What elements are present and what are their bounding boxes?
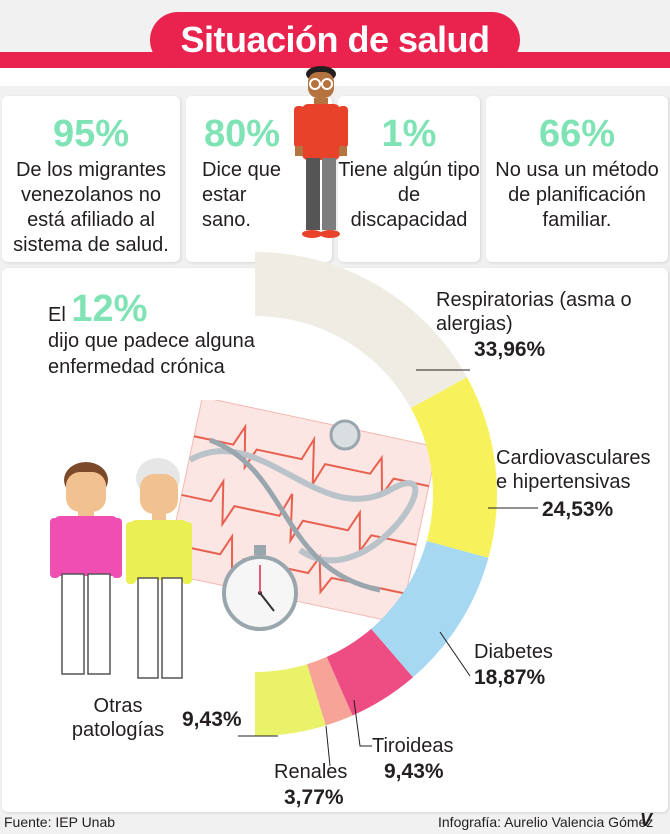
value-respiratorias: 33,96% bbox=[474, 338, 546, 361]
stat-text: No usa un método de planificación famili… bbox=[495, 159, 659, 231]
value-renales: 3,77% bbox=[284, 786, 344, 809]
segment-cardiovasculares bbox=[410, 377, 497, 558]
man-illustration bbox=[294, 66, 348, 238]
label-otras: Otras patologías bbox=[71, 695, 165, 741]
page-title: Situación de salud bbox=[150, 12, 520, 68]
stat-card-afiliacion: 95% De los migrantes venezolanos no está… bbox=[2, 96, 180, 262]
stat-text: Tiene algún tipo de discapacidad bbox=[338, 159, 480, 231]
segment-respiratorias bbox=[255, 252, 467, 409]
stat-value: 1% bbox=[381, 113, 437, 155]
leader-line-diabetes bbox=[439, 631, 471, 677]
stat-card-discapacidad: 1% Tiene algún tipo de discapacidad bbox=[338, 96, 480, 262]
value-tiroideas: 9,43% bbox=[384, 760, 444, 783]
chronic-value: 12% bbox=[71, 288, 148, 330]
segment-tiroideas bbox=[326, 628, 413, 716]
footer-credit: Infografía: Aurelio Valencia Gómez bbox=[438, 814, 654, 830]
leader-line-tiroideas bbox=[353, 699, 372, 747]
stat-card-planificacion: 66% No usa un método de planificación fa… bbox=[486, 96, 668, 262]
stat-text: Dice que estar sano. bbox=[202, 159, 281, 231]
stopwatch-icon bbox=[222, 545, 298, 631]
segment-renales bbox=[306, 656, 353, 726]
value-otras: 9,43% bbox=[182, 708, 242, 731]
label-renales: Renales bbox=[274, 761, 348, 783]
value-diabetes: 18,87% bbox=[474, 666, 546, 689]
label-tiroideas: Tiroideas bbox=[372, 735, 454, 757]
segment-otras bbox=[255, 664, 326, 736]
stat-value: 66% bbox=[538, 113, 616, 155]
label-diabetes: Diabetes bbox=[474, 641, 553, 663]
brand-logo: V bbox=[640, 810, 653, 830]
label-respiratorias: Respiratorias (asma o alergias) bbox=[436, 289, 632, 335]
stat-value: 95% bbox=[52, 113, 130, 155]
label-cardiovasculares: Cardiovasculares e hipertensivas bbox=[496, 447, 651, 493]
chronic-text: dijo que padece alguna enfermedad crónic… bbox=[48, 330, 255, 378]
chronic-summary: El 12% dijo que padece alguna enfermedad… bbox=[48, 290, 298, 380]
footer-source: Fuente: IEP Unab bbox=[4, 814, 116, 830]
stat-text: De los migrantes venezolanos no está afi… bbox=[13, 159, 169, 256]
chronic-prefix: El bbox=[48, 304, 66, 326]
leader-line-renales bbox=[325, 725, 331, 767]
segment-diabetes bbox=[371, 540, 489, 678]
patients-illustration bbox=[50, 458, 192, 679]
stat-value: 80% bbox=[204, 113, 281, 155]
value-cardiovasculares: 24,53% bbox=[542, 498, 614, 521]
header-band-shadow bbox=[0, 68, 670, 86]
